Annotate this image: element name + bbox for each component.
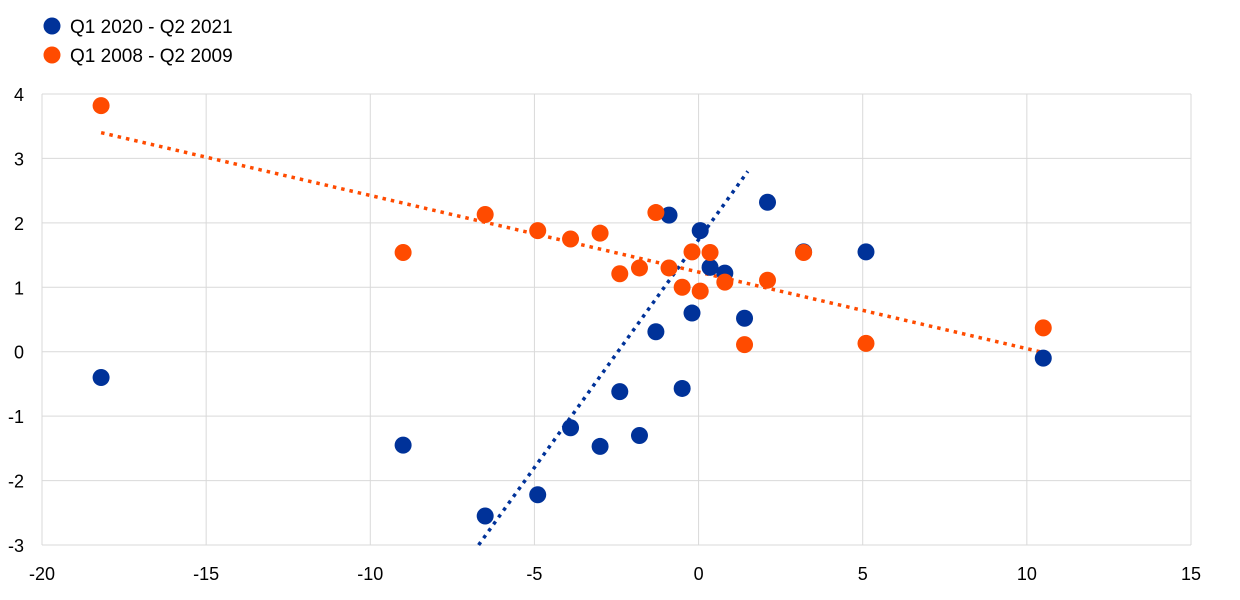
legend-marker <box>43 17 61 35</box>
data-point-series-1 <box>476 507 494 525</box>
data-point-series-1 <box>394 436 412 454</box>
data-point-series-2 <box>691 282 709 300</box>
legend-label: Q1 2020 - Q2 2021 <box>70 17 233 38</box>
data-point-series-2 <box>92 97 110 115</box>
data-point-series-1 <box>591 437 609 455</box>
data-point-series-2 <box>611 265 629 283</box>
data-point-series-1 <box>691 222 709 240</box>
data-point-series-2 <box>857 334 875 352</box>
data-point-series-1 <box>660 206 678 224</box>
data-point-series-1 <box>857 243 875 261</box>
y-axis-tick-labels: -3 -2 -1 0 1 2 3 4 <box>8 85 24 556</box>
data-point-series-2 <box>736 336 754 354</box>
data-point-series-2 <box>673 278 691 296</box>
data-point-series-1 <box>562 419 580 437</box>
trendlines <box>100 130 1041 547</box>
x-tick-label: -20 <box>29 564 55 584</box>
data-points <box>92 97 1052 525</box>
legend: Q1 2020 - Q2 2021 Q1 2008 - Q2 2009 <box>43 17 233 67</box>
data-point-series-1 <box>92 368 110 386</box>
data-point-series-2 <box>759 271 777 289</box>
x-axis-tick-labels: -20 -15 -10 -5 0 5 10 15 <box>29 564 1201 584</box>
data-point-series-1 <box>759 193 777 211</box>
data-point-series-2 <box>647 204 665 222</box>
legend-marker <box>43 46 61 64</box>
data-point-series-1 <box>736 309 754 327</box>
data-point-series-2 <box>562 230 580 248</box>
x-tick-label: -15 <box>193 564 219 584</box>
grid <box>41 93 1192 546</box>
data-point-series-2 <box>591 224 609 242</box>
x-tick-label: 10 <box>1017 564 1037 584</box>
data-point-series-1 <box>647 323 665 341</box>
data-point-series-2 <box>795 243 813 261</box>
data-point-series-1 <box>673 379 691 397</box>
data-point-series-2 <box>529 222 547 240</box>
data-point-series-1 <box>529 486 547 504</box>
x-tick-label: -5 <box>526 564 542 584</box>
y-tick-label: -1 <box>8 407 24 427</box>
data-point-series-2 <box>630 259 648 277</box>
data-point-series-1 <box>683 304 701 322</box>
y-tick-label: 1 <box>14 278 24 298</box>
y-tick-label: 3 <box>14 149 24 169</box>
data-point-series-1 <box>630 426 648 444</box>
x-tick-label: 5 <box>858 564 868 584</box>
x-tick-label: -10 <box>357 564 383 584</box>
data-point-series-2 <box>716 273 734 291</box>
y-tick-label: -3 <box>8 536 24 556</box>
y-tick-label: 4 <box>14 85 24 105</box>
x-tick-label: 15 <box>1181 564 1201 584</box>
legend-label: Q1 2008 - Q2 2009 <box>70 46 233 67</box>
data-point-series-2 <box>683 243 701 261</box>
data-point-series-2 <box>476 205 494 223</box>
data-point-series-2 <box>660 259 678 277</box>
data-point-series-1 <box>701 258 719 276</box>
data-point-series-2 <box>394 243 412 261</box>
x-tick-label: 0 <box>694 564 704 584</box>
y-tick-label: 0 <box>14 343 24 363</box>
y-tick-label: 2 <box>14 214 24 234</box>
data-point-series-1 <box>611 383 629 401</box>
data-point-series-2 <box>1034 319 1052 337</box>
data-point-series-1 <box>1034 349 1052 367</box>
y-tick-label: -2 <box>8 472 24 492</box>
data-point-series-2 <box>701 243 719 261</box>
